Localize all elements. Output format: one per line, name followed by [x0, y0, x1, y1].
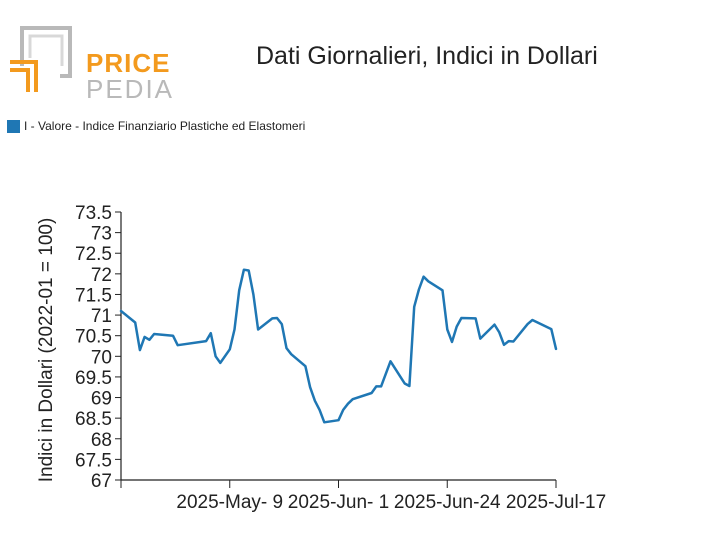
y-tick-label: 70.5: [75, 327, 112, 348]
pricepedia-logo: PRICE PEDIA: [8, 24, 172, 102]
y-axis-title: Indici in Dollari (2022-01 = 100): [36, 218, 57, 483]
x-tick-label: 2025-Jul-17: [506, 492, 606, 513]
y-tick-label: 67: [91, 471, 112, 492]
y-tick-label: 72: [91, 265, 112, 286]
series-layer: [119, 268, 558, 424]
y-tick-label: 72.5: [75, 244, 112, 265]
x-tick-label: 2025-Jun-24: [394, 492, 501, 513]
y-tick-label: 67.5: [75, 450, 112, 471]
y-tick-label: 71.5: [75, 285, 112, 306]
logo-pedia-text: PEDIA: [86, 74, 175, 104]
x-tick-label: 2025-May- 9: [176, 492, 283, 513]
y-tick-label: 73.5: [75, 203, 112, 224]
logo-text: PRICE PEDIA: [86, 50, 174, 102]
logo-mark-icon: [10, 26, 72, 92]
legend-label: I - Valore - Indice Finanziario Plastich…: [24, 119, 306, 133]
legend-swatch: [7, 119, 20, 133]
y-tick-label: 71: [91, 306, 112, 327]
logo-price-text: PRICE: [86, 48, 171, 78]
series-line: [119, 268, 558, 424]
y-tick-label: 68.5: [75, 409, 112, 430]
y-axis: 73.57372.57271.57170.57069.56968.56867.5…: [75, 203, 122, 492]
chart-title: Dati Giornalieri, Indici in Dollari: [256, 42, 598, 70]
legend: I - Valore - Indice Finanziario Plastich…: [7, 119, 305, 133]
y-tick-label: 73: [91, 224, 112, 245]
y-tick-label: 70: [91, 347, 112, 368]
x-tick-label: 2025-Jun- 1: [288, 492, 389, 513]
x-axis: 2025-May- 9 2025-Jun- 1 2025-Jun-24 2025-Ju…: [120, 479, 606, 513]
y-tick-label: 69.5: [75, 368, 112, 389]
y-tick-label: 69: [91, 389, 112, 410]
y-tick-label: 68: [91, 430, 112, 451]
